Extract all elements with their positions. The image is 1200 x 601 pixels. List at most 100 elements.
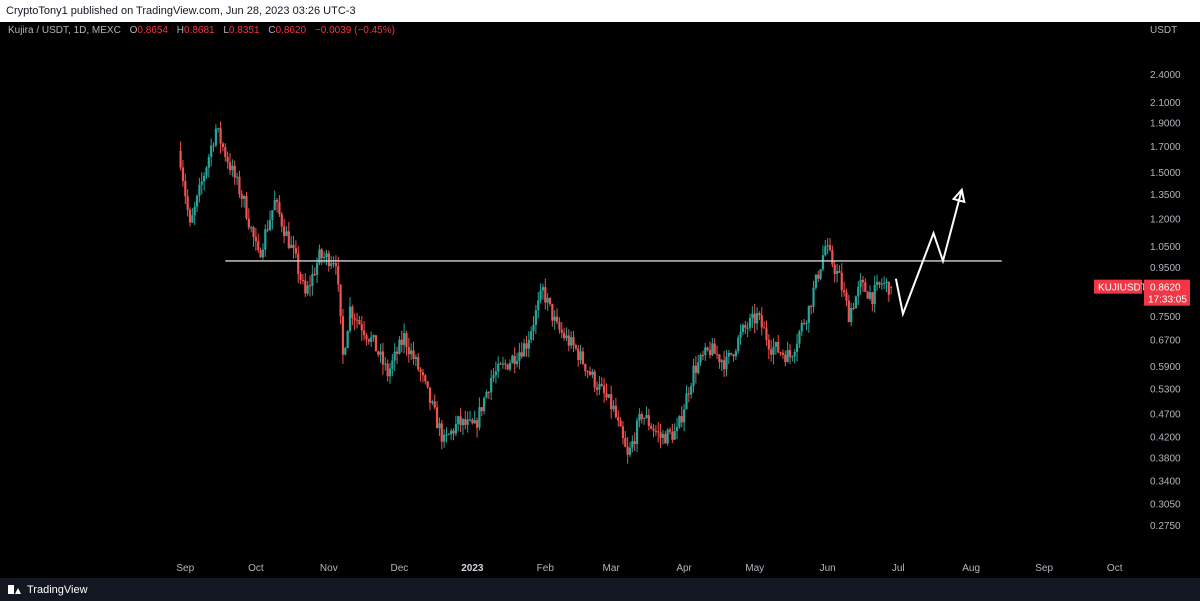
candle-body <box>461 419 465 426</box>
candle-body <box>386 363 389 377</box>
candle-body <box>878 282 881 285</box>
candle-body <box>652 428 655 431</box>
candle-body <box>626 446 629 455</box>
symbol-name[interactable]: Kujira / USDT, 1D, MEXC <box>8 25 121 36</box>
candle-body <box>379 351 382 355</box>
candle-body <box>868 292 872 299</box>
candle-body <box>205 167 208 176</box>
candle-body <box>588 371 592 375</box>
candle-body <box>292 244 295 249</box>
candle-body <box>492 375 495 378</box>
price-tick-label: 0.5300 <box>1150 384 1181 395</box>
footer-bar: TradingView <box>0 578 1200 601</box>
candle-body <box>631 441 634 448</box>
candle-body <box>398 339 401 354</box>
candle-body <box>297 253 300 274</box>
candle-body <box>713 343 716 354</box>
candle-body <box>487 392 490 394</box>
candle-body <box>664 434 667 444</box>
candle-body <box>257 241 260 251</box>
candle-body <box>539 290 542 301</box>
candle-body <box>685 393 688 410</box>
candle-body <box>854 296 857 309</box>
candle-body <box>407 347 410 355</box>
candle-body <box>755 313 759 324</box>
candle-body <box>179 150 182 168</box>
candle-body <box>231 165 234 171</box>
time-tick-label: Jun <box>820 563 836 574</box>
candle-body <box>334 263 337 267</box>
candle-body <box>365 335 368 340</box>
candle-body <box>471 419 474 424</box>
candle-body <box>530 331 533 340</box>
candle-body <box>706 347 709 350</box>
candle-body <box>763 327 766 329</box>
candle-body <box>741 325 745 332</box>
candle-body <box>299 273 302 280</box>
time-tick-label: Mar <box>603 563 621 574</box>
candle-body <box>280 214 283 227</box>
candle-body <box>621 426 625 438</box>
price-tick-label: 1.0500 <box>1150 242 1181 253</box>
candle-body <box>650 425 653 429</box>
price-axis-unit: USDT <box>1150 25 1178 36</box>
candle-body <box>381 351 385 365</box>
candle-body <box>833 264 836 274</box>
candle-body <box>414 357 417 359</box>
candle-body <box>523 343 526 357</box>
candle-body <box>513 355 516 365</box>
candle-body <box>283 226 286 236</box>
time-tick-label: Sep <box>176 563 194 574</box>
candle-body <box>508 362 512 370</box>
candle-body <box>692 365 695 386</box>
candle-body <box>548 297 552 304</box>
close-label: C <box>268 25 276 36</box>
candle-body <box>405 333 408 348</box>
candle-body <box>683 409 686 423</box>
price-tick-label: 0.9500 <box>1150 263 1181 274</box>
candle-body <box>574 345 577 349</box>
footer-brand[interactable]: TradingView <box>27 583 88 596</box>
candle-body <box>866 291 869 299</box>
price-tick-label: 0.3050 <box>1150 499 1181 510</box>
candle-body <box>468 419 472 421</box>
publish-header-text: CryptoTony1 published on TradingView.com… <box>6 5 356 17</box>
candle-body <box>831 250 834 265</box>
last-price-tag: KUJIUSDT 0.8620 17:33:05 <box>1094 279 1190 306</box>
candle-body <box>346 331 349 349</box>
candlestick-chart[interactable]: 2.4000 2.1000 1.9000 1.7000 1.5000 1.3500 1.20… <box>0 22 1200 578</box>
candle-body <box>520 352 523 357</box>
candle-body <box>410 350 413 355</box>
candle-body <box>859 279 862 287</box>
time-tick-label: Sep <box>1035 563 1053 574</box>
candle-body <box>843 290 846 293</box>
candle-body <box>727 352 730 357</box>
candle-body <box>666 429 669 444</box>
candle-body <box>261 249 265 258</box>
candle-body <box>635 420 639 445</box>
candle-body <box>200 181 203 185</box>
candle-body <box>290 244 293 248</box>
candle-body <box>195 195 199 207</box>
candle-body <box>501 363 505 365</box>
candle-body <box>294 248 297 254</box>
candle-body <box>388 368 392 377</box>
candle-body <box>800 323 803 332</box>
candle-body <box>875 282 879 285</box>
candle-body <box>464 419 467 425</box>
candle-body <box>400 339 403 345</box>
candle-body <box>555 316 559 323</box>
candle-body <box>880 283 883 285</box>
candle-body <box>857 286 860 297</box>
candle-body <box>466 419 469 425</box>
candle-body <box>835 270 839 274</box>
candle-body <box>730 352 733 355</box>
candle-body <box>690 385 693 395</box>
candle-body <box>534 310 537 325</box>
price-tick-label: 0.4200 <box>1150 433 1181 444</box>
candle-body <box>395 351 399 354</box>
candle-body <box>440 423 443 442</box>
candle-body <box>671 431 674 440</box>
candle-body <box>558 322 561 330</box>
candle-body <box>452 430 455 434</box>
